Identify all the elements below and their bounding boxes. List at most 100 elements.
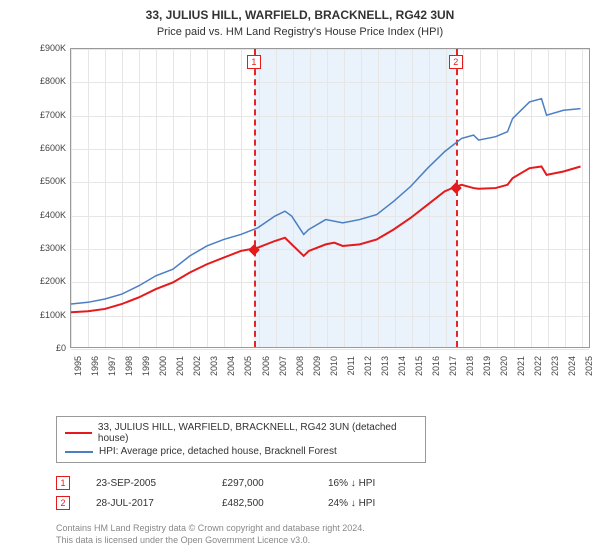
x-axis-label: 1996: [90, 356, 100, 376]
chart-title: 33, JULIUS HILL, WARFIELD, BRACKNELL, RG…: [0, 0, 600, 22]
y-axis-label: £900K: [36, 43, 66, 53]
gridline-v: [531, 49, 532, 347]
gridline-h: [71, 282, 589, 283]
x-axis-label: 2022: [533, 356, 543, 376]
sale-price: £297,000: [222, 478, 302, 489]
legend-label: 33, JULIUS HILL, WARFIELD, BRACKNELL, RG…: [98, 422, 417, 444]
gridline-v: [122, 49, 123, 347]
gridline-v: [139, 49, 140, 347]
x-axis-label: 2015: [414, 356, 424, 376]
y-axis-label: £200K: [36, 276, 66, 286]
footnote-line: This data is licensed under the Open Gov…: [56, 535, 600, 547]
gridline-v: [259, 49, 260, 347]
gridline-h: [71, 316, 589, 317]
x-axis-label: 2010: [329, 356, 339, 376]
gridline-v: [361, 49, 362, 347]
sale-row: 1 23-SEP-2005 £297,000 16% ↓ HPI: [56, 473, 600, 493]
x-axis-label: 2021: [516, 356, 526, 376]
sale-marker-box: 1: [247, 55, 261, 69]
footnote-line: Contains HM Land Registry data © Crown c…: [56, 523, 600, 535]
x-axis-label: 2003: [209, 356, 219, 376]
chart-area: 12 £0£100K£200K£300K£400K£500K£600K£700K…: [36, 48, 596, 378]
x-axis-label: 1998: [124, 356, 134, 376]
x-axis-label: 2004: [226, 356, 236, 376]
sale-diff: 16% ↓ HPI: [328, 478, 428, 489]
y-axis-label: £400K: [36, 210, 66, 220]
gridline-h: [71, 182, 589, 183]
legend-swatch: [65, 432, 92, 434]
x-axis-label: 2008: [295, 356, 305, 376]
gridline-h: [71, 149, 589, 150]
x-axis-label: 2019: [482, 356, 492, 376]
x-axis-label: 2001: [175, 356, 185, 376]
x-axis-label: 2025: [584, 356, 594, 376]
sales-table: 1 23-SEP-2005 £297,000 16% ↓ HPI 2 28-JUL-201…: [56, 473, 600, 513]
plot-region: 12: [70, 48, 590, 348]
y-axis-label: £300K: [36, 243, 66, 253]
sale-marker-box: 2: [449, 55, 463, 69]
gridline-v: [548, 49, 549, 347]
x-axis-label: 2013: [380, 356, 390, 376]
gridline-v: [446, 49, 447, 347]
sale-date: 23-SEP-2005: [96, 478, 196, 489]
gridline-v: [412, 49, 413, 347]
x-axis-label: 1999: [141, 356, 151, 376]
x-axis-label: 2017: [448, 356, 458, 376]
y-axis-label: £600K: [36, 143, 66, 153]
y-axis-label: £100K: [36, 310, 66, 320]
x-axis-label: 2005: [243, 356, 253, 376]
y-axis-label: £0: [36, 343, 66, 353]
legend-item: HPI: Average price, detached house, Brac…: [65, 445, 417, 458]
gridline-v: [327, 49, 328, 347]
sale-number-box: 1: [56, 476, 70, 490]
sale-row: 228-JUL-2017£482,50024% ↓ HPI: [56, 493, 600, 513]
gridline-h: [71, 249, 589, 250]
x-axis-label: 2009: [312, 356, 322, 376]
footnote: Contains HM Land Registry data © Crown c…: [56, 523, 600, 546]
sale-date: 28-JUL-2017: [96, 498, 196, 509]
sale-marker-line: [254, 49, 256, 347]
sale-number-box: 2: [56, 496, 70, 510]
gridline-h: [71, 49, 589, 50]
gridline-v: [378, 49, 379, 347]
gridline-v: [71, 49, 72, 347]
gridline-h: [71, 82, 589, 83]
gridline-v: [463, 49, 464, 347]
gridline-v: [224, 49, 225, 347]
x-axis-label: 2023: [550, 356, 560, 376]
gridline-v: [344, 49, 345, 347]
gridline-v: [156, 49, 157, 347]
x-axis-label: 2024: [567, 356, 577, 376]
gridline-h: [71, 349, 589, 350]
gridline-v: [480, 49, 481, 347]
gridline-v: [395, 49, 396, 347]
x-axis-label: 1997: [107, 356, 117, 376]
gridline-v: [565, 49, 566, 347]
x-axis-label: 2002: [192, 356, 202, 376]
legend: 33, JULIUS HILL, WARFIELD, BRACKNELL, RG…: [56, 416, 426, 463]
y-axis-label: £700K: [36, 110, 66, 120]
x-axis-label: 2006: [261, 356, 271, 376]
chart-container: 33, JULIUS HILL, WARFIELD, BRACKNELL, RG…: [0, 0, 600, 560]
x-axis-label: 2007: [278, 356, 288, 376]
y-axis-label: £800K: [36, 76, 66, 86]
gridline-h: [71, 116, 589, 117]
x-axis-label: 2011: [346, 356, 356, 375]
gridline-v: [241, 49, 242, 347]
gridline-v: [190, 49, 191, 347]
gridline-v: [429, 49, 430, 347]
sale-marker-line: [456, 49, 458, 347]
x-axis-label: 2014: [397, 356, 407, 376]
chart-subtitle: Price paid vs. HM Land Registry's House …: [0, 22, 600, 42]
gridline-v: [207, 49, 208, 347]
gridline-v: [173, 49, 174, 347]
x-axis-label: 2000: [158, 356, 168, 376]
gridline-v: [276, 49, 277, 347]
legend-item: 33, JULIUS HILL, WARFIELD, BRACKNELL, RG…: [65, 421, 417, 445]
x-axis-label: 2020: [499, 356, 509, 376]
x-axis-label: 2018: [465, 356, 475, 376]
shade-band: [254, 49, 456, 347]
x-axis-label: 2012: [363, 356, 373, 376]
sale-diff: 24% ↓ HPI: [328, 498, 428, 509]
legend-label: HPI: Average price, detached house, Brac…: [99, 446, 337, 457]
